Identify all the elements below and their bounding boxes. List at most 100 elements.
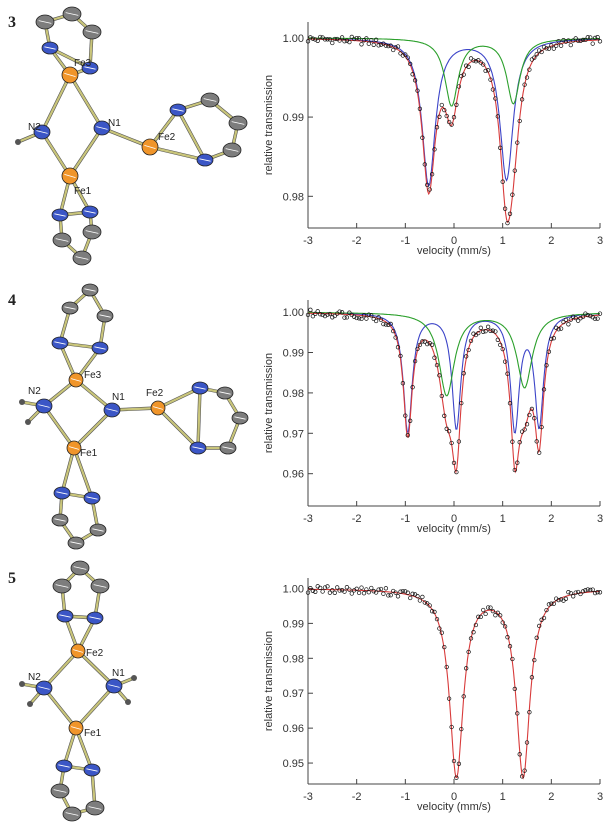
data-point [546, 46, 552, 51]
data-point [549, 336, 554, 342]
atom-label: N2 [28, 672, 41, 683]
atom-label: Fe3 [74, 58, 92, 69]
data-point [558, 43, 564, 48]
data-point [451, 460, 457, 466]
nitrogen-atom-highlight [38, 686, 50, 690]
data-point [468, 56, 474, 61]
data-point [580, 314, 586, 320]
data-point [578, 38, 583, 43]
data-point [451, 758, 457, 764]
data-point [408, 61, 413, 67]
data-point [347, 587, 352, 592]
data-point [561, 319, 566, 325]
carbon-atom-highlight [85, 30, 99, 34]
data-point [527, 412, 532, 418]
data-point [381, 321, 386, 327]
data-point [442, 107, 447, 113]
nitrogen-atom-highlight [38, 404, 50, 408]
atom-label: Fe2 [158, 132, 176, 143]
nitrogen-atom-highlight [89, 616, 101, 620]
y-tick-label: 0.97 [283, 428, 304, 440]
data-point [437, 373, 442, 378]
data-point [502, 206, 508, 211]
y-tick-label: 0.98 [283, 191, 304, 203]
data-point [444, 426, 449, 431]
data-point [330, 315, 335, 320]
y-tick-label: 0.98 [283, 388, 304, 400]
data-point [432, 147, 437, 152]
bond [196, 387, 202, 449]
data-point [318, 585, 323, 591]
data-point [478, 614, 483, 620]
carbon-atom-highlight [93, 584, 107, 588]
panel-compound-4: 4 Fe3 N2 N1 Fe2 Fe1 -3 -2 -1 0 1 2 3 1.00 0.99 0.98 0.… [0, 278, 605, 550]
data-point [369, 37, 374, 43]
carbon-atom-highlight [222, 446, 234, 450]
x-tick-label: 3 [597, 791, 603, 803]
data-point [490, 87, 496, 92]
y-tick-label: 0.95 [283, 758, 304, 770]
data-point [339, 35, 345, 40]
data-point [485, 324, 491, 329]
x-tick-label: 3 [597, 513, 603, 525]
data-point [369, 313, 374, 318]
y-tick-label: 0.99 [283, 348, 304, 360]
bond [41, 131, 71, 177]
data-point [471, 331, 476, 336]
data-point [429, 342, 435, 347]
x-tick-label: -1 [400, 235, 410, 247]
data-point [500, 346, 505, 352]
data-point [439, 393, 444, 399]
data-point [588, 35, 593, 40]
data-point [485, 68, 491, 73]
bond [43, 405, 75, 449]
carbon-atom-highlight [64, 306, 76, 310]
data-point [592, 35, 598, 41]
data-point [410, 385, 415, 390]
data-point [305, 590, 311, 595]
atom-label: N2 [28, 122, 41, 133]
x-tick-label: 2 [548, 791, 554, 803]
carbon-atom-highlight [65, 812, 79, 816]
data-point [403, 413, 408, 418]
data-point [502, 624, 508, 629]
data-point [573, 36, 578, 41]
carbon-atom-highlight [55, 238, 69, 242]
nitrogen-atom-highlight [58, 764, 70, 768]
data-point [400, 381, 406, 386]
data-point [327, 311, 333, 317]
data-point [544, 607, 549, 613]
hydrogen-atom [19, 399, 25, 405]
data-point [442, 644, 447, 650]
data-point [515, 711, 520, 716]
data-point [344, 315, 350, 320]
bond [74, 727, 94, 771]
data-point [373, 318, 379, 324]
data-point [481, 607, 486, 613]
data-point [541, 615, 547, 621]
data-point [405, 590, 410, 595]
nitrogen-atom-highlight [86, 496, 98, 500]
atom-label: N1 [112, 392, 125, 403]
data-point [359, 585, 364, 590]
data-point [597, 311, 603, 316]
data-point [456, 439, 462, 444]
data-point [391, 328, 396, 334]
data-point [451, 115, 457, 120]
data-point [410, 72, 415, 77]
data-point [400, 588, 406, 594]
nitrogen-atom-highlight [54, 213, 66, 217]
iron-atom-highlight [70, 378, 82, 382]
data-point [464, 354, 469, 359]
data-point [476, 58, 481, 63]
data-point [427, 603, 432, 608]
data-point [573, 590, 578, 595]
data-point [573, 315, 578, 321]
data-point [556, 597, 561, 603]
data-point [505, 220, 510, 226]
data-point [405, 55, 410, 60]
y-tick-label: 1.00 [283, 583, 304, 595]
data-point [332, 36, 337, 42]
data-point [490, 608, 496, 614]
data-point [330, 40, 335, 46]
